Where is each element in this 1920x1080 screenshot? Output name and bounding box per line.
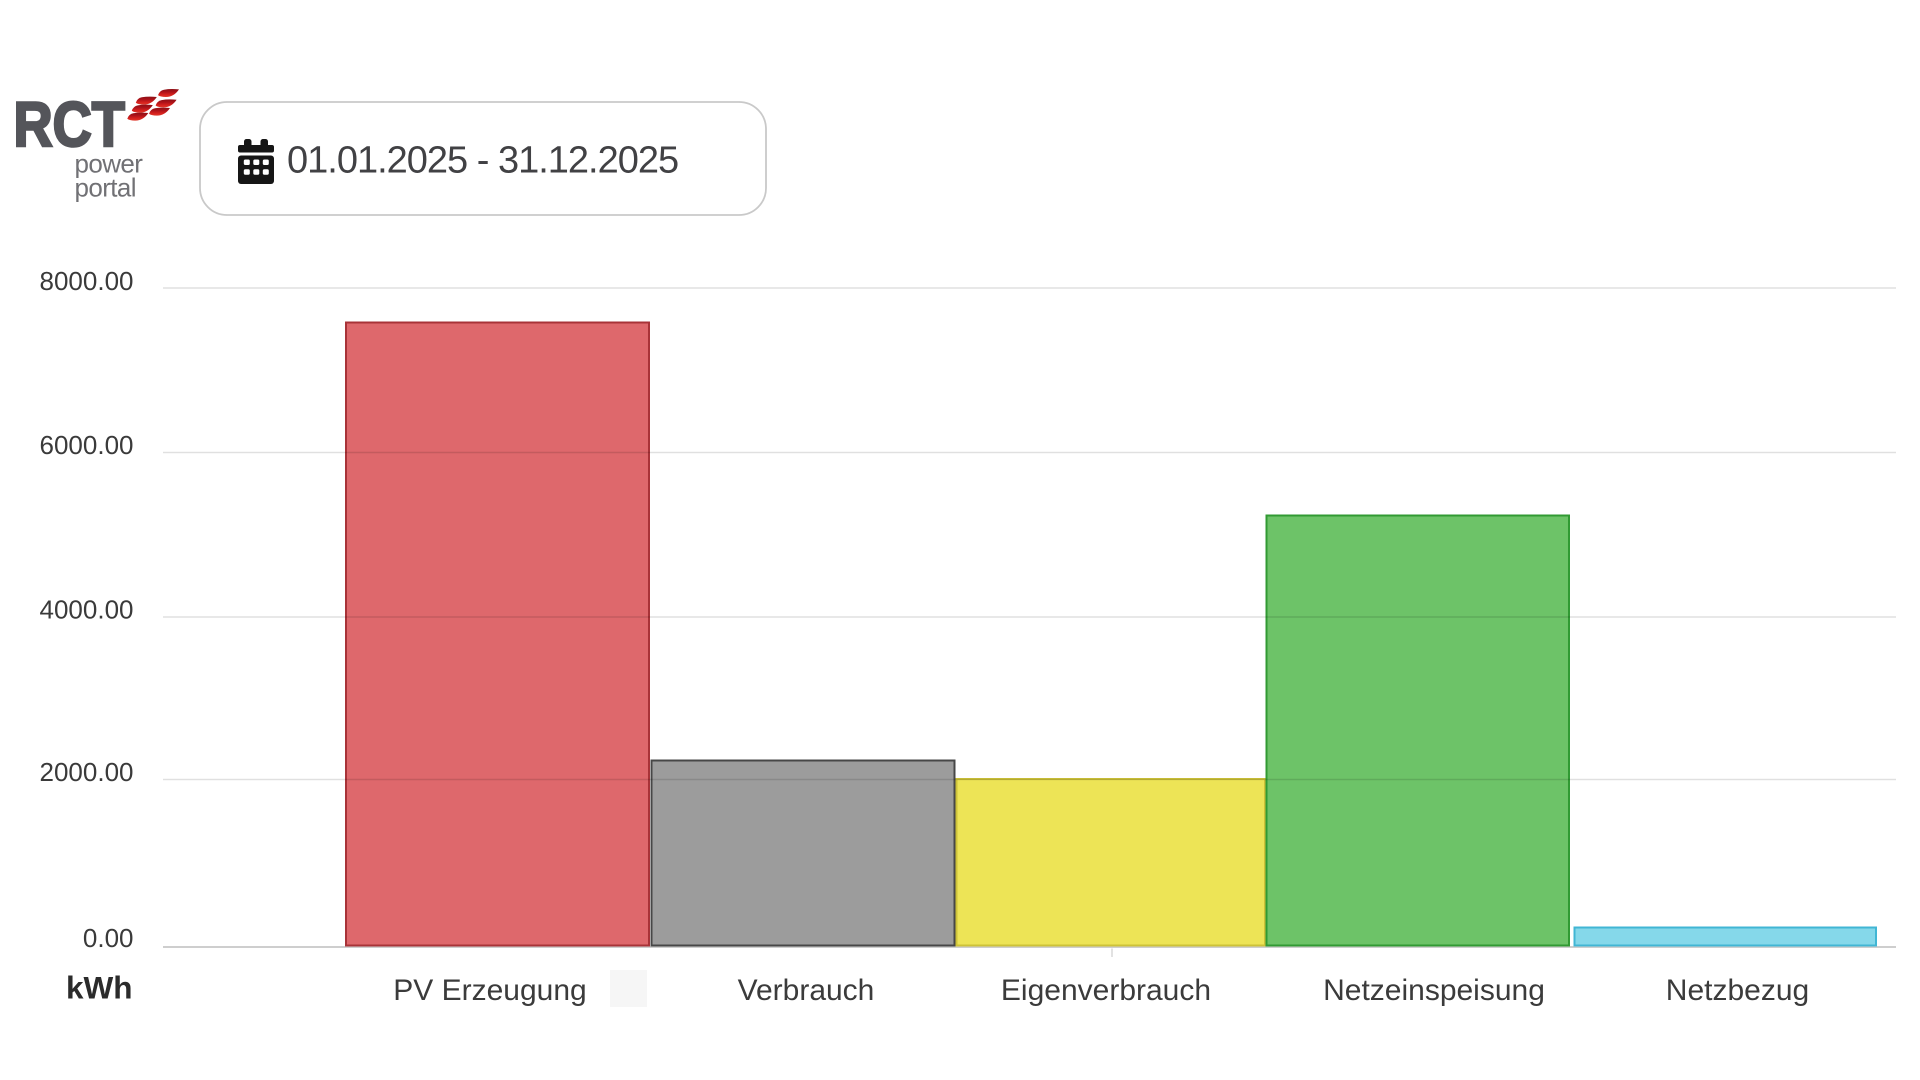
svg-text:Eigenverbrauch: Eigenverbrauch <box>1001 974 1211 1007</box>
svg-text:0.00: 0.00 <box>83 923 134 953</box>
svg-text:4000.00: 4000.00 <box>40 595 134 625</box>
svg-text:8000.00: 8000.00 <box>40 266 134 296</box>
svg-text:kWh: kWh <box>66 970 133 1006</box>
svg-text:2000.00: 2000.00 <box>40 757 134 787</box>
svg-text:Verbrauch: Verbrauch <box>738 974 875 1007</box>
svg-text:6000.00: 6000.00 <box>40 430 134 460</box>
svg-text:PV Erzeugung: PV Erzeugung <box>393 974 586 1007</box>
svg-text:Netzeinspeisung: Netzeinspeisung <box>1323 974 1545 1007</box>
svg-text:portal: portal <box>75 173 136 203</box>
svg-text:01.01.2025 - 31.12.2025: 01.01.2025 - 31.12.2025 <box>287 140 678 182</box>
svg-text:power: power <box>75 149 144 179</box>
svg-text:Netzbezug: Netzbezug <box>1666 974 1809 1007</box>
svg-text:RCT: RCT <box>14 90 125 160</box>
